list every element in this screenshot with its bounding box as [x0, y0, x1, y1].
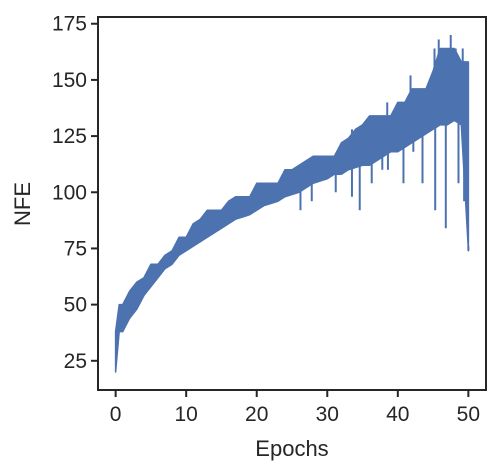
x-tick-label: 50: [457, 403, 480, 426]
y-tick-label: 75: [64, 237, 87, 260]
y-tick-label: 100: [52, 181, 87, 204]
series-0-band: [114, 47, 470, 373]
plot-layer: [114, 34, 470, 373]
y-tick-label: 150: [52, 69, 87, 92]
y-tick-label: 25: [64, 350, 87, 373]
plot-frame: [97, 16, 487, 391]
y-tick-label: 175: [52, 13, 87, 36]
x-tick-label: 20: [245, 403, 268, 426]
y-axis-ticks: 25 50 75 100 125 150 175: [52, 13, 98, 373]
y-tick-label: 50: [64, 294, 87, 317]
x-tick-label: 10: [175, 403, 198, 426]
x-tick-label: 30: [316, 403, 339, 426]
y-tick-label: 125: [52, 125, 87, 148]
x-axis-label: Epochs: [255, 436, 328, 461]
x-tick-label: 0: [110, 403, 122, 426]
x-tick-label: 40: [386, 403, 409, 426]
y-axis-label: NFE: [10, 182, 35, 226]
x-axis-ticks: 0 10 20 30 40 50: [110, 390, 480, 426]
